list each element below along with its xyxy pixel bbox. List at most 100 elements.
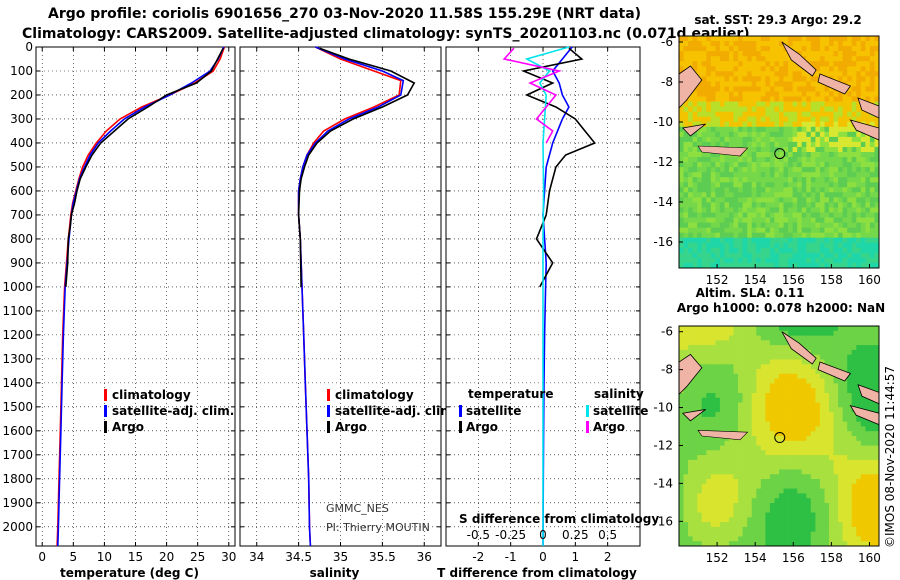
map-cell [842,493,848,499]
map-cell [710,197,716,203]
map-cell [719,126,725,133]
map-cell [792,157,798,163]
map-cell [819,354,825,360]
map-cell [706,479,712,485]
map-cell [842,541,848,547]
map-cell [774,182,780,188]
map-cell [829,177,834,183]
map-cell [751,335,757,341]
map-cell [769,436,775,442]
map-cell [679,440,684,446]
map-cell [769,364,775,370]
map-cell [838,517,843,523]
map-cell [874,531,880,537]
map-cell [738,232,743,239]
map-cell [810,517,816,523]
map-cell [738,106,743,112]
map-cell [683,326,689,332]
map-cell [824,531,830,537]
map-cell [769,326,775,332]
depth-tick-label: 1100 [2,304,33,318]
map-cell [860,172,866,178]
map-cell [792,237,798,244]
map-cell [760,172,766,178]
x-tick-label: 0 [38,550,46,564]
map-cell [710,536,716,542]
map-cell [683,397,689,403]
map-cell [774,345,780,351]
map-cell [738,91,743,97]
map-cell [719,257,725,264]
map-cell [688,187,693,193]
map-cell [792,526,798,533]
map-cell [779,36,784,42]
map-cell [838,445,843,451]
map-cell [697,247,703,254]
map-cell [719,393,725,399]
map-cell [751,81,757,87]
map-cell [769,498,775,504]
map-y-tick-label: -14 [653,195,673,209]
map-cell [783,217,789,223]
map-cell [842,431,848,437]
map-cell [865,455,871,461]
map-cell [729,517,734,523]
map-cell [779,426,784,432]
map-cell [774,36,780,42]
map-cell [869,364,875,370]
map-cell [869,522,875,528]
map-cell [729,345,734,351]
map-cell [692,455,698,461]
map-cell [824,111,830,118]
map-cell [747,354,753,360]
map-cell [856,202,862,208]
map-cell [683,526,689,533]
map-cell [724,330,730,336]
map-cell [683,212,689,218]
map-cell [683,335,689,341]
map-cell [733,257,739,264]
map-cell [779,147,784,153]
map-cell [779,517,784,523]
map-cell [874,71,880,77]
map-cell [697,512,703,518]
map-cell [842,101,848,107]
map-cell [838,66,843,72]
map-cell [874,197,880,203]
map-cell [860,96,866,102]
map-cell [819,212,825,218]
map-cell [701,116,707,123]
map-cell [742,421,748,427]
map-cell [683,136,689,143]
map-cell [715,126,721,133]
map-cell [692,503,698,509]
map-cell [706,101,712,107]
map-cell [874,41,880,47]
map-cell [706,440,712,446]
map-cell [779,106,784,112]
map-cell [833,421,839,427]
map-cell [851,111,857,118]
map-cell [706,121,712,128]
map-cell [824,41,830,47]
map-cell [860,364,866,370]
map-cell [760,207,766,213]
map-cell [715,96,721,102]
map-cell [801,464,807,470]
map-cell [760,345,766,351]
map-cell [842,335,848,341]
map-cell [715,421,721,427]
map-cell [842,111,848,118]
map-cell [833,172,839,178]
map-cell [792,136,798,143]
map-cell [742,126,748,133]
map-cell [788,36,793,42]
map-cell [692,252,698,259]
map-cell [801,192,807,198]
map-cell [729,378,734,384]
map-cell [760,182,766,188]
map-cell [710,326,716,332]
map-cell [719,167,725,173]
map-cell [760,541,766,547]
map-cell [751,345,757,351]
